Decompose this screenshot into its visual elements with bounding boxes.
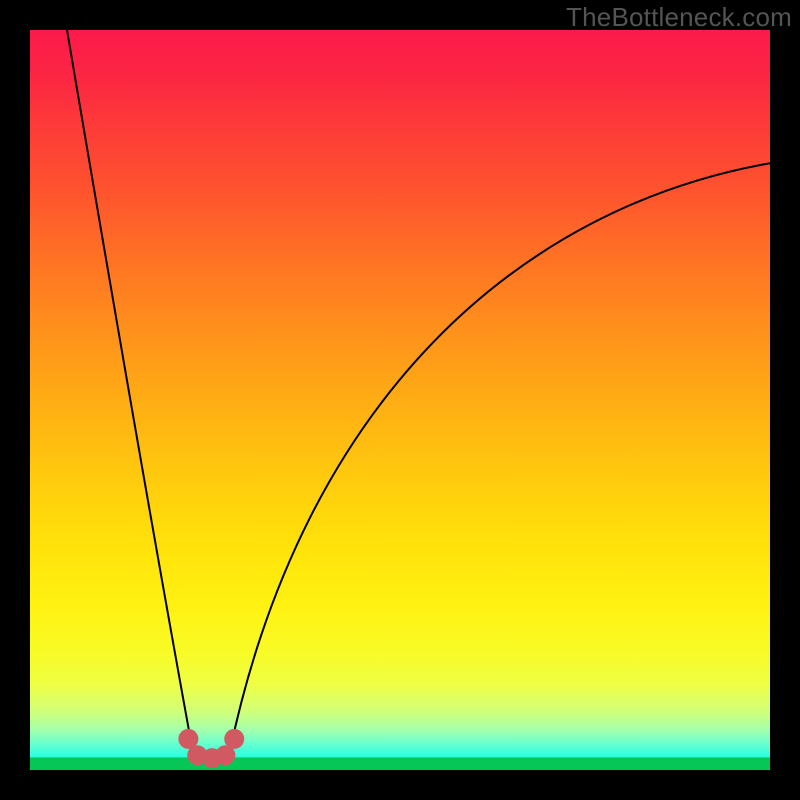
chart-canvas: TheBottleneck.com xyxy=(0,0,800,800)
watermark-text: TheBottleneck.com xyxy=(566,2,792,33)
bottom-green-strip xyxy=(30,757,770,770)
plot-area xyxy=(30,30,770,770)
plot-svg xyxy=(30,30,770,770)
valley-marker xyxy=(224,729,244,749)
gradient-background xyxy=(30,30,770,770)
